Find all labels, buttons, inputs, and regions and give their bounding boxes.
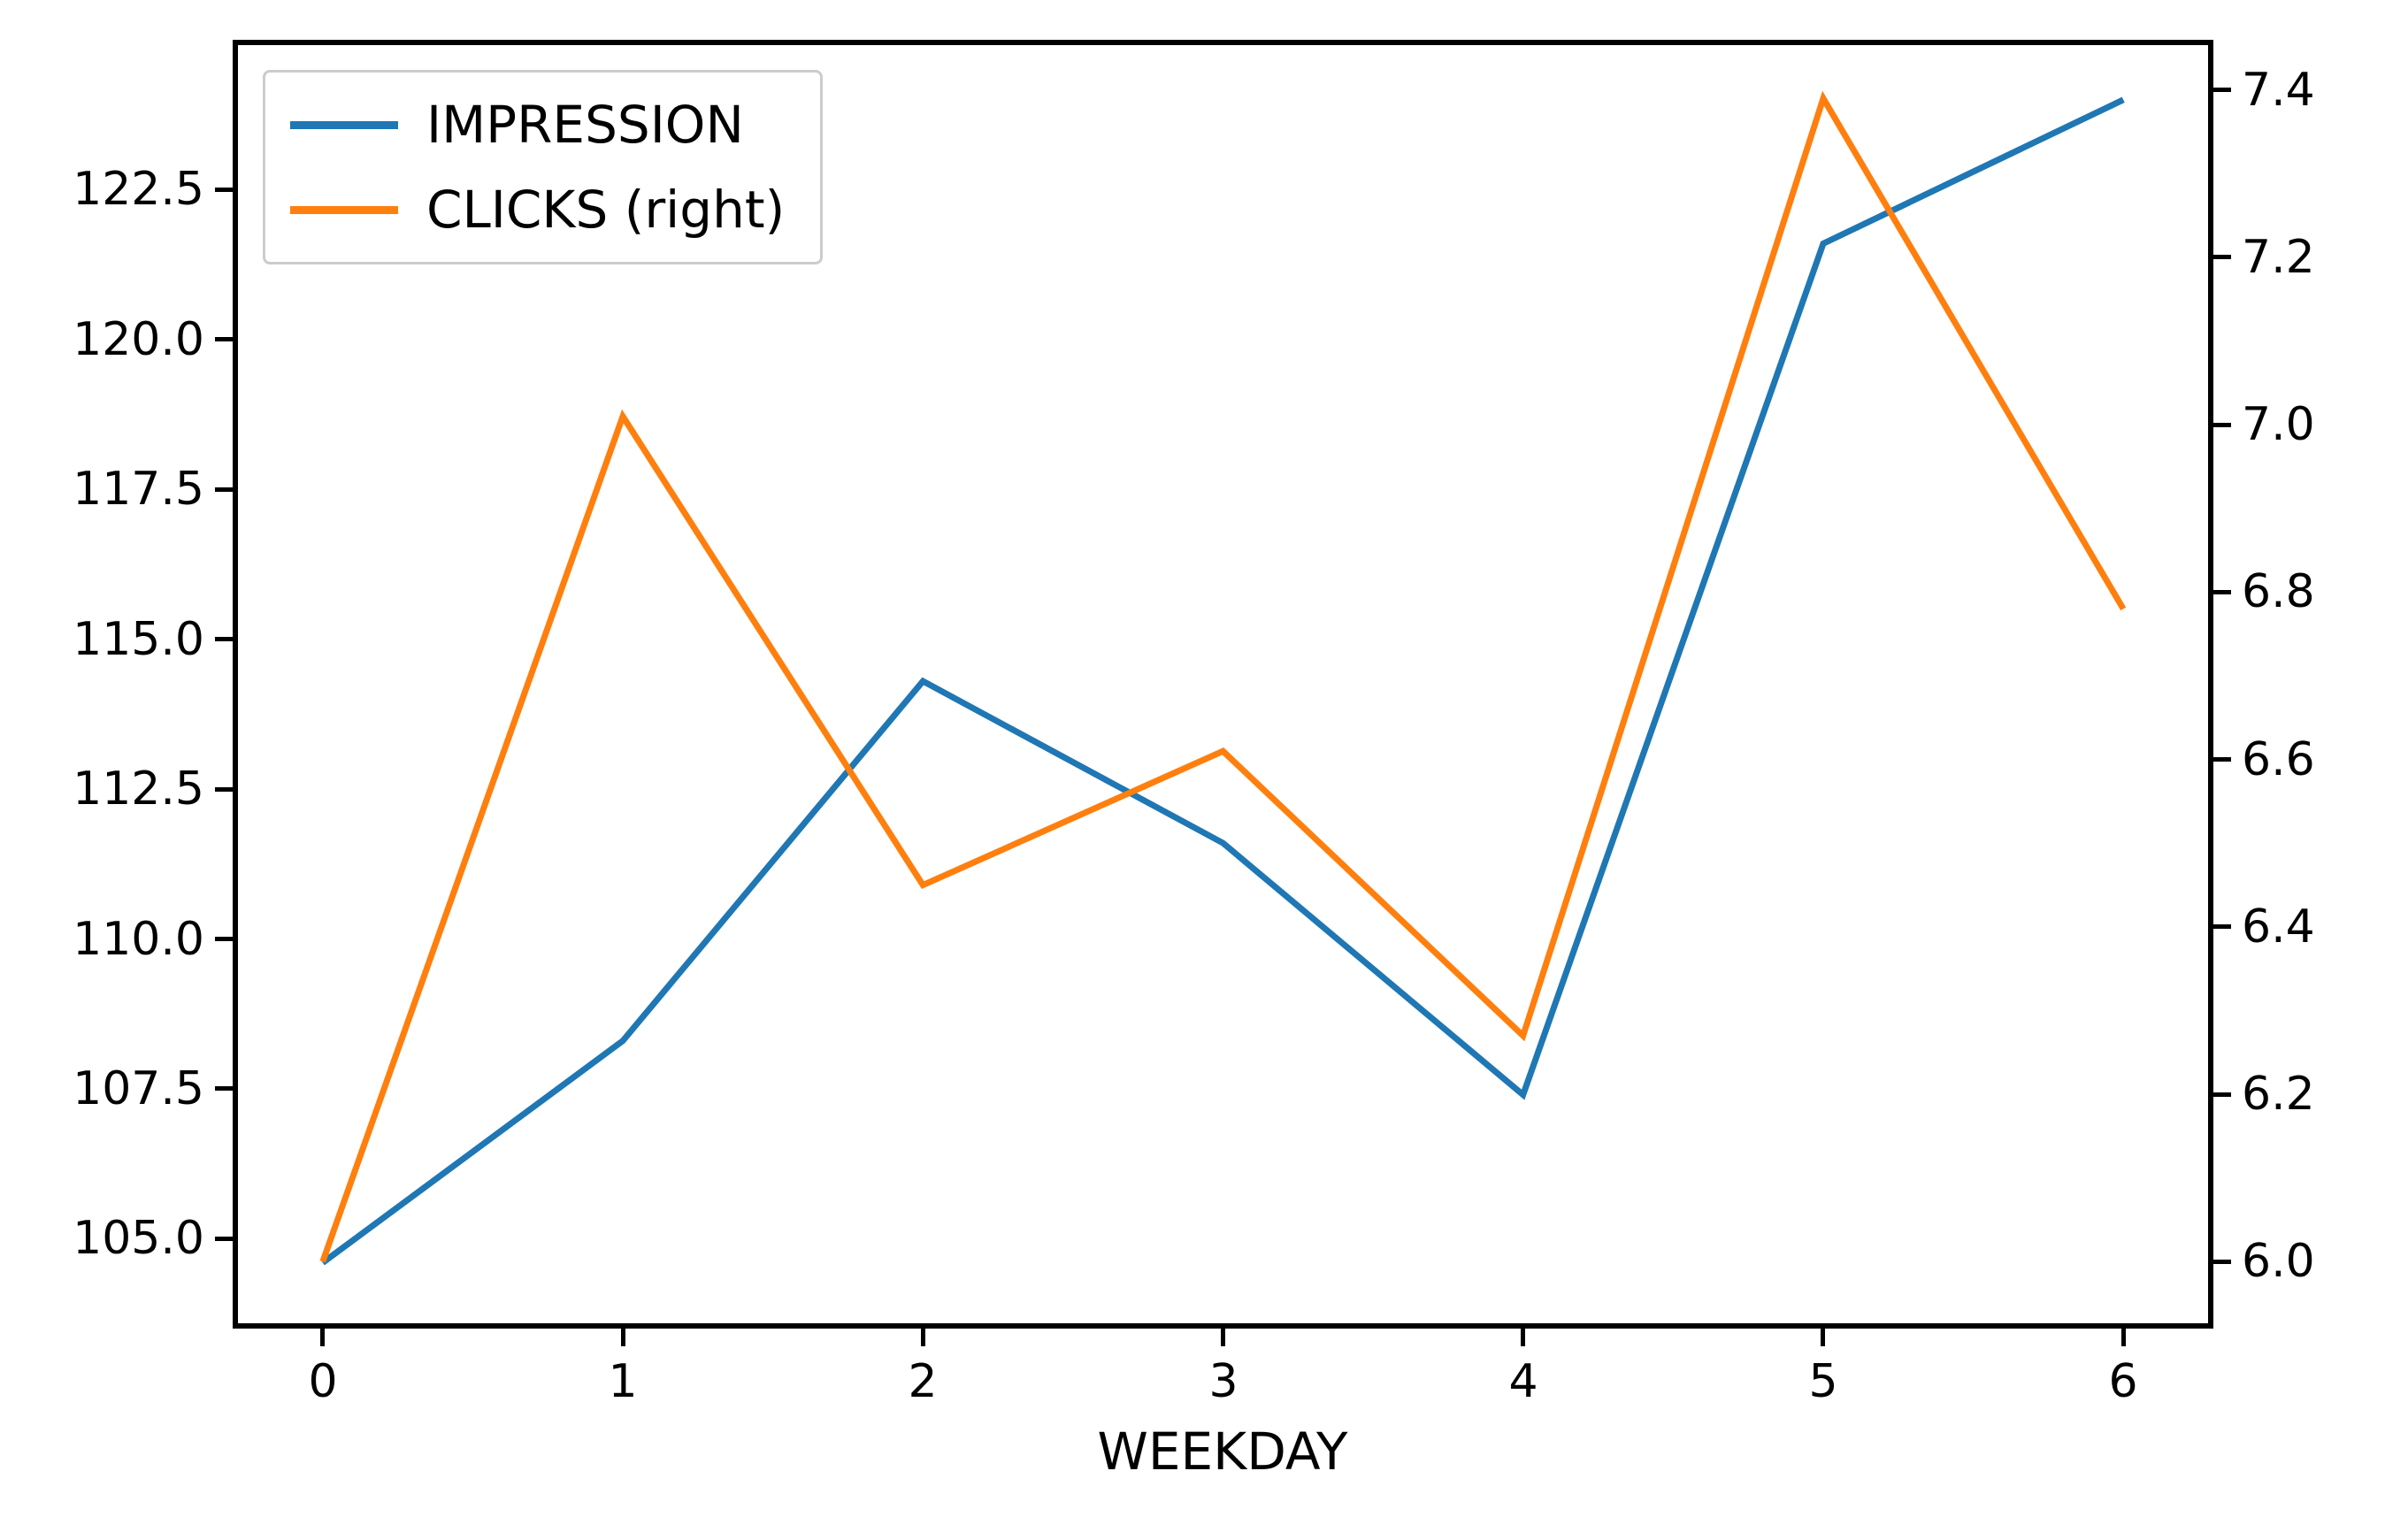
right-y-tick — [2213, 423, 2231, 427]
left-y-tick — [215, 1086, 233, 1091]
left-y-tick — [215, 787, 233, 792]
right-y-tick — [2213, 590, 2231, 594]
x-tick-label: 1 — [608, 1355, 638, 1408]
x-tick — [621, 1329, 625, 1346]
right-y-tick-label: 7.0 — [2242, 398, 2315, 451]
left-y-tick — [215, 188, 233, 192]
left-y-tick — [215, 1237, 233, 1241]
x-axis-title: WEEKDAY — [1097, 1421, 1348, 1482]
x-tick-label: 5 — [1808, 1355, 1838, 1408]
impression-line-swatch — [290, 120, 398, 129]
clicks-right-line — [319, 90, 2127, 1263]
left-y-tick-label: 120.0 — [73, 313, 204, 366]
left-y-tick-label: 105.0 — [73, 1212, 204, 1265]
x-tick-label: 6 — [2108, 1355, 2138, 1408]
right-y-tick — [2213, 1260, 2231, 1264]
x-tick — [1821, 1329, 1825, 1346]
right-y-tick — [2213, 1092, 2231, 1097]
left-y-tick — [215, 487, 233, 492]
left-y-tick-label: 115.0 — [73, 613, 204, 666]
legend-label-impression: IMPRESSION — [426, 95, 744, 155]
x-tick — [1521, 1329, 1525, 1346]
x-tick — [921, 1329, 925, 1346]
legend-item-impression: IMPRESSION — [290, 99, 785, 150]
right-y-tick-label: 6.2 — [2242, 1068, 2315, 1121]
plot-area: IMPRESSION CLICKS (right) — [233, 40, 2213, 1329]
right-y-tick-label: 6.0 — [2242, 1235, 2315, 1288]
legend-item-clicks: CLICKS (right) — [290, 184, 785, 235]
x-tick-label: 0 — [308, 1355, 338, 1408]
right-y-tick — [2213, 88, 2231, 92]
right-y-tick-label: 6.6 — [2242, 733, 2315, 786]
right-y-tick-label: 6.8 — [2242, 565, 2315, 618]
legend: IMPRESSION CLICKS (right) — [263, 70, 824, 264]
clicks-line-swatch — [290, 205, 398, 214]
left-y-tick-label: 117.5 — [73, 463, 204, 516]
impression-line — [320, 96, 2125, 1266]
x-tick — [320, 1329, 325, 1346]
chart-canvas — [319, 90, 2127, 1266]
right-y-tick — [2213, 757, 2231, 762]
x-tick — [2121, 1329, 2126, 1346]
x-tick-label: 4 — [1508, 1355, 1538, 1408]
left-y-tick-label: 110.0 — [73, 913, 204, 966]
left-y-tick — [215, 337, 233, 341]
right-y-tick-label: 6.4 — [2242, 900, 2315, 954]
left-y-tick-label: 107.5 — [73, 1062, 204, 1115]
legend-label-clicks: CLICKS (right) — [426, 180, 786, 240]
right-y-tick — [2213, 924, 2231, 929]
left-y-tick — [215, 937, 233, 941]
right-y-tick-label: 7.2 — [2242, 231, 2315, 284]
left-y-tick — [215, 637, 233, 641]
right-y-tick — [2213, 255, 2231, 259]
x-tick-label: 3 — [1208, 1355, 1239, 1408]
left-y-tick-label: 112.5 — [73, 762, 204, 816]
right-y-tick-label: 7.4 — [2242, 64, 2315, 117]
left-y-tick-label: 122.5 — [73, 163, 204, 216]
x-tick-label: 2 — [908, 1355, 938, 1408]
x-tick — [1221, 1329, 1225, 1346]
